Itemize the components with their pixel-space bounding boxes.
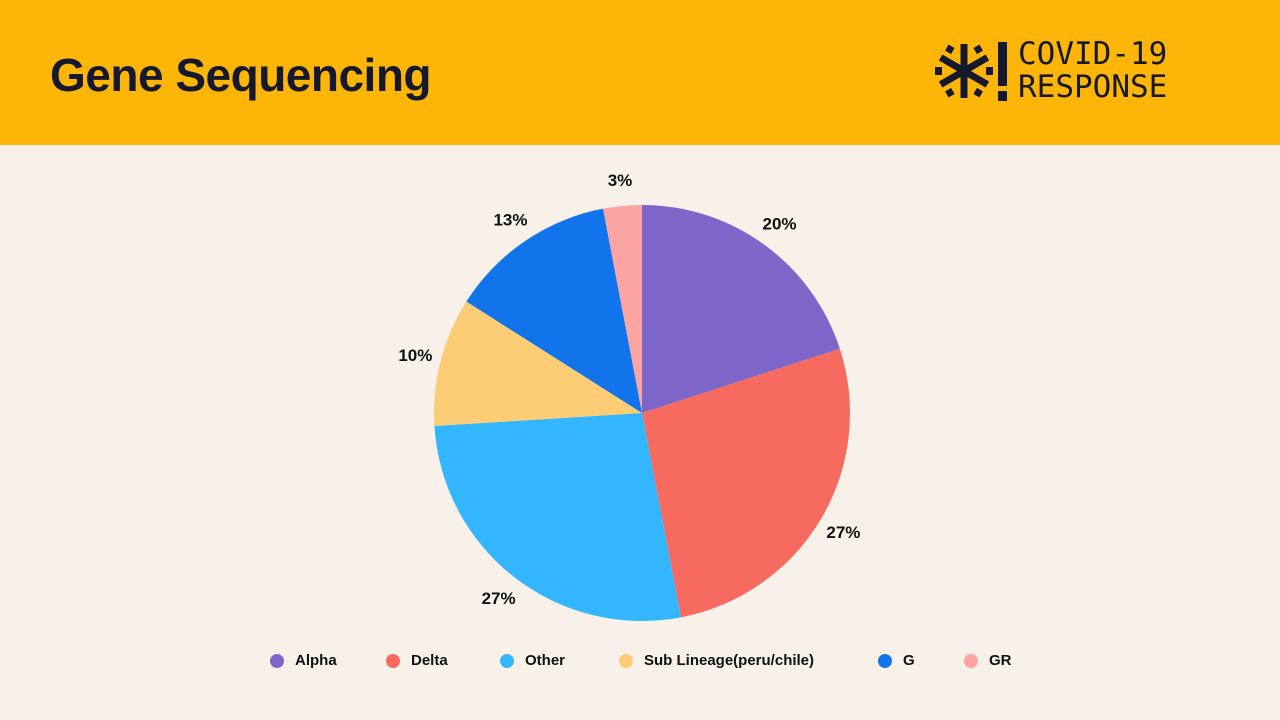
legend-swatch (386, 653, 400, 668)
pie-slice-gr (603, 205, 642, 413)
header-bar: Gene Sequencing COVID-19 RESPONSE (0, 0, 1280, 145)
legend-item: GR (964, 652, 1012, 669)
legend-label: Delta (411, 652, 448, 669)
legend-label: Other (525, 652, 566, 669)
legend-swatch (964, 653, 978, 668)
asterisk-exclamation-icon (935, 42, 1007, 101)
logo-line-1: COVID-19 (1018, 36, 1168, 72)
legend-item: G (878, 652, 915, 669)
legend-item: Delta (386, 652, 448, 669)
data-label: 27% (482, 589, 516, 608)
page-title: Gene Sequencing (50, 49, 432, 101)
legend-label: Sub Lineage(peru/chile) (644, 652, 815, 669)
logo-line-2: RESPONSE (1018, 69, 1168, 105)
data-label: 13% (493, 210, 527, 229)
legend-label: G (903, 652, 915, 669)
pie-slice-sub-lineage-peru-chile- (433, 301, 642, 427)
data-label: 10% (398, 346, 432, 365)
legend-swatch (500, 653, 514, 668)
pie-slice-g (466, 208, 642, 413)
legend-label: GR (989, 652, 1012, 669)
pie-slice-other (434, 413, 681, 621)
pie-slice-delta (642, 348, 851, 618)
legend-swatch (619, 653, 633, 668)
legend-swatch (878, 653, 892, 668)
legend-item: Sub Lineage(peru/chile) (619, 652, 814, 669)
data-label: 27% (826, 523, 860, 542)
legend-swatch (270, 653, 284, 668)
pie-slice-alpha (642, 205, 840, 413)
legend-label: Alpha (295, 652, 337, 669)
covid-response-logo: COVID-19 RESPONSE (934, 36, 1167, 106)
chart-legend: Alpha Delta Other Sub Lineage(peru/chile) G G… (0, 652, 1280, 674)
legend-item: Alpha (270, 652, 337, 669)
data-label: 20% (763, 215, 797, 234)
legend-item: Other (500, 652, 565, 669)
data-label: 3% (608, 171, 633, 190)
